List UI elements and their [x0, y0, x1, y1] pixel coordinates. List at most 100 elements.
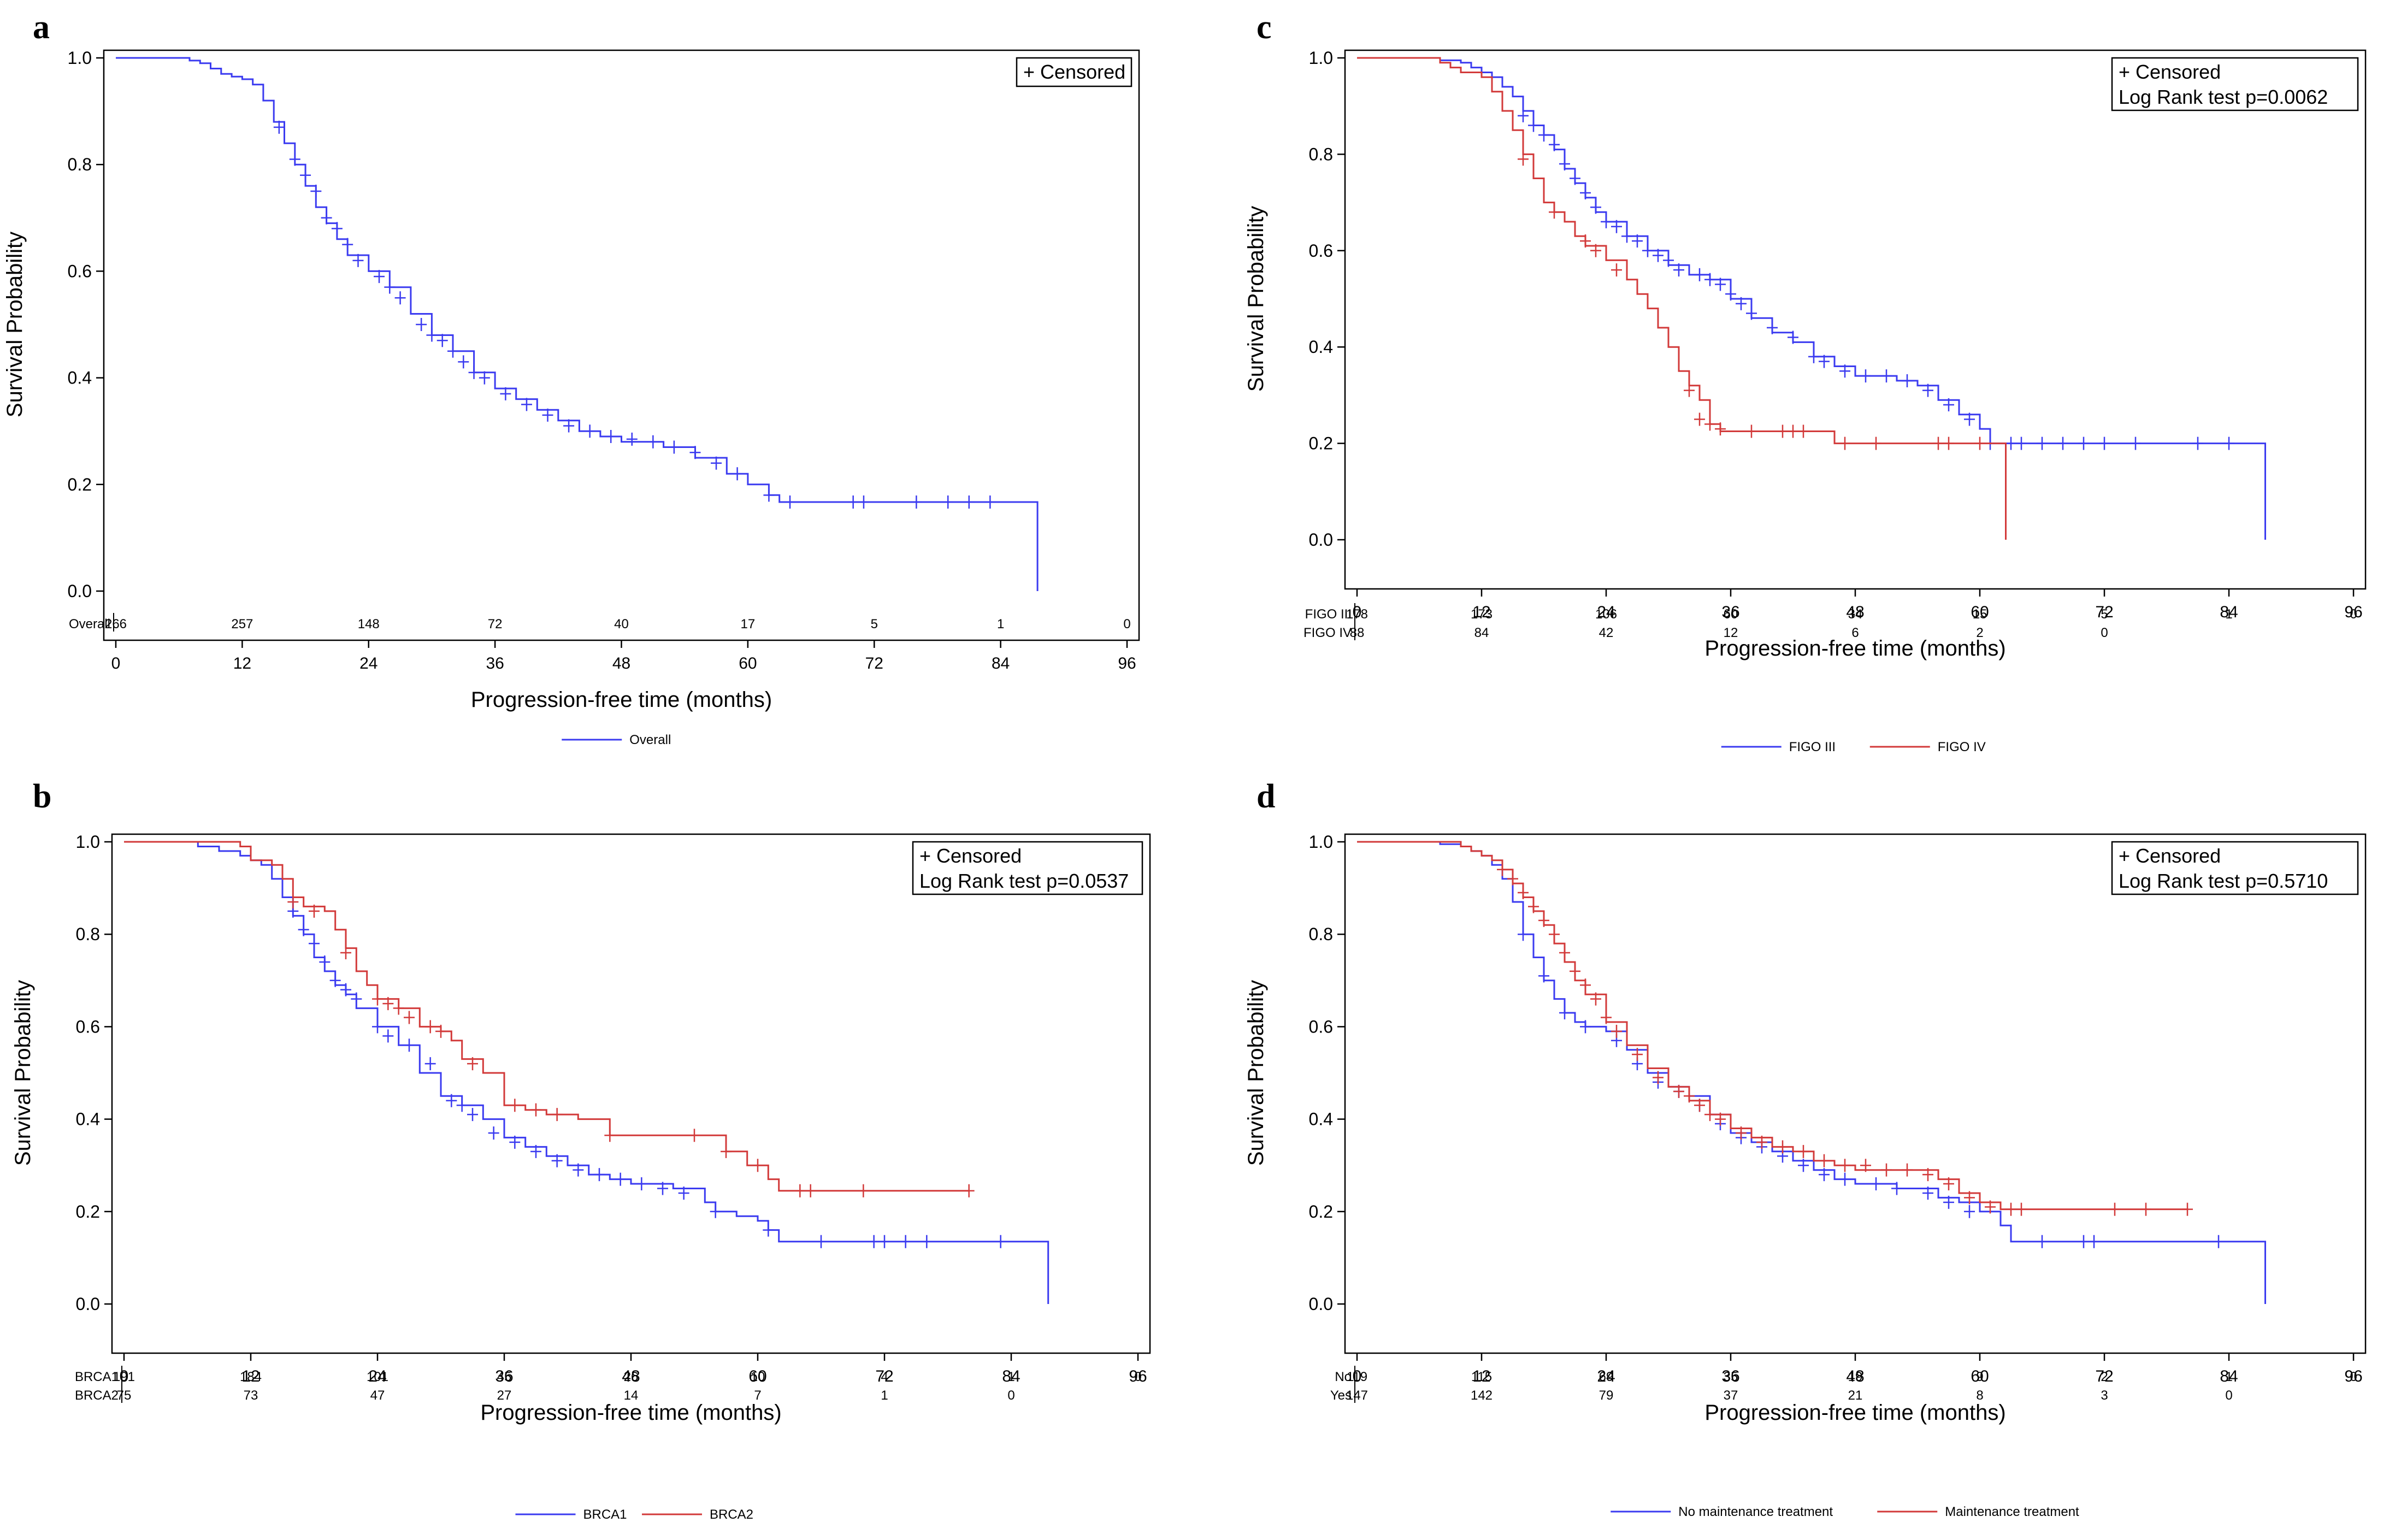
censored-mark: [1507, 872, 1518, 886]
censored-mark: [1839, 1159, 1850, 1172]
censored-mark: [1746, 306, 1757, 320]
risk-count: 12: [1724, 626, 1738, 640]
y-tick-label: 0.6: [1309, 241, 1333, 261]
risk-count: 15: [1973, 607, 1987, 622]
y-tick-label: 0.0: [68, 581, 92, 601]
y-tick-label: 0.4: [1309, 1110, 1333, 1129]
censored-mark: [636, 1177, 647, 1191]
censored-mark: [1590, 200, 1601, 214]
censored-mark: [604, 1129, 616, 1142]
risk-row-label: BRCA2: [75, 1388, 119, 1403]
y-tick-label: 0.4: [1309, 337, 1333, 357]
censored-mark: [2192, 436, 2203, 450]
censored-mark: [1943, 398, 1954, 412]
censored-mark: [1549, 205, 1560, 219]
censored-mark: [1580, 234, 1591, 248]
censored-mark: [287, 895, 299, 908]
censored-legend-text: + Censored: [1023, 61, 1125, 83]
censored-mark: [2213, 1235, 2224, 1248]
censored-legend-text: + Censored: [2119, 61, 2221, 83]
x-tick-label: 84: [992, 654, 1010, 672]
plot-frame: [103, 49, 1140, 641]
censored-mark: [1653, 1071, 1664, 1084]
x-tick-label: 24: [368, 1367, 386, 1385]
censored-mark: [329, 973, 341, 987]
x-tick-label: 48: [1846, 1367, 1864, 1385]
risk-count: 84: [1474, 626, 1489, 640]
legend-label: BRCA1: [583, 1507, 627, 1522]
info-box: [2111, 841, 2359, 895]
censored-mark: [573, 1163, 584, 1177]
risk-count: 19: [1848, 1370, 1863, 1384]
y-tick-label: 0.2: [76, 1202, 100, 1222]
y-tick-label: 1.0: [1309, 832, 1333, 852]
risk-count: 257: [231, 617, 253, 632]
censored-mark: [2037, 1235, 2048, 1248]
y-tick-label: 0.8: [76, 924, 100, 944]
censored-mark: [1798, 1144, 1809, 1158]
censored-mark: [1777, 1140, 1788, 1154]
censored-mark: [1559, 157, 1570, 171]
censored-mark: [309, 937, 320, 951]
risk-count: 266: [105, 617, 127, 632]
risk-count: 14: [624, 1388, 639, 1403]
risk-count: 147: [1346, 1388, 1368, 1403]
log-rank-text: Log Rank test p=0.0062: [2119, 86, 2328, 108]
censored-mark: [1974, 436, 1985, 450]
censored-mark: [1839, 1172, 1850, 1186]
plot-frame: [1344, 49, 2367, 590]
censored-mark: [382, 1029, 394, 1043]
panel-label-c: c: [1257, 9, 1272, 46]
censored-mark: [1922, 383, 1933, 397]
x-tick-label: 72: [865, 654, 883, 672]
censored-mark: [2223, 436, 2234, 450]
censored-mark: [2078, 1235, 2089, 1248]
censored-mark: [447, 344, 458, 358]
censored-mark: [2099, 436, 2110, 450]
censored-mark: [509, 1099, 521, 1112]
censored-mark: [1798, 1159, 1809, 1172]
censored-mark: [626, 432, 638, 446]
censored-mark: [1964, 1191, 1975, 1205]
censored-mark: [1943, 436, 1954, 450]
censored-mark: [858, 1184, 869, 1197]
censored-mark: [1570, 172, 1580, 185]
censored-mark: [921, 1235, 933, 1248]
censored-mark: [426, 328, 438, 342]
censored-mark: [542, 408, 553, 422]
censored-mark: [435, 1024, 446, 1038]
y-tick-label: 0.0: [76, 1294, 100, 1314]
x-axis-label: Progression-free time (months): [471, 688, 772, 712]
censored-mark: [1777, 424, 1788, 438]
risk-count: 5: [871, 617, 878, 632]
risk-count: 119: [1347, 1370, 1367, 1384]
x-tick-label: 96: [1129, 1367, 1147, 1385]
risk-count: 37: [1724, 1388, 1738, 1403]
censored-mark: [847, 495, 859, 509]
censored-mark: [1715, 278, 1726, 291]
censored-mark: [1518, 109, 1529, 122]
censored-mark: [900, 1235, 911, 1248]
censored-mark: [321, 211, 332, 225]
y-axis-label: Survival Probability: [1244, 980, 1268, 1166]
censored-mark: [1860, 1159, 1871, 1172]
risk-count: 7: [754, 1388, 761, 1403]
censored-mark: [911, 495, 922, 509]
censored-mark: [310, 185, 322, 198]
x-tick-label: 48: [612, 654, 630, 672]
censored-mark: [1985, 1200, 1996, 1214]
x-tick-label: 36: [1721, 1367, 1739, 1385]
panel-d-km-plot: 0.00.20.40.60.81.00 12 24 36 48 60 72 84 96Progr…: [1244, 832, 2367, 1519]
risk-count: 42: [1599, 626, 1614, 640]
legend-label: Maintenance treatment: [1945, 1504, 2079, 1519]
censored-mark: [424, 1057, 436, 1071]
censored-mark: [298, 923, 309, 936]
risk-count: 1: [2225, 607, 2232, 622]
legend-label: FIGO IV: [1938, 740, 1986, 754]
x-tick-label: 60: [1971, 603, 1989, 621]
censored-mark: [710, 1205, 721, 1218]
x-axis-label: Progression-free time (months): [1704, 1401, 2005, 1425]
censored-mark: [1922, 1186, 1933, 1200]
censored-mark: [394, 291, 406, 305]
